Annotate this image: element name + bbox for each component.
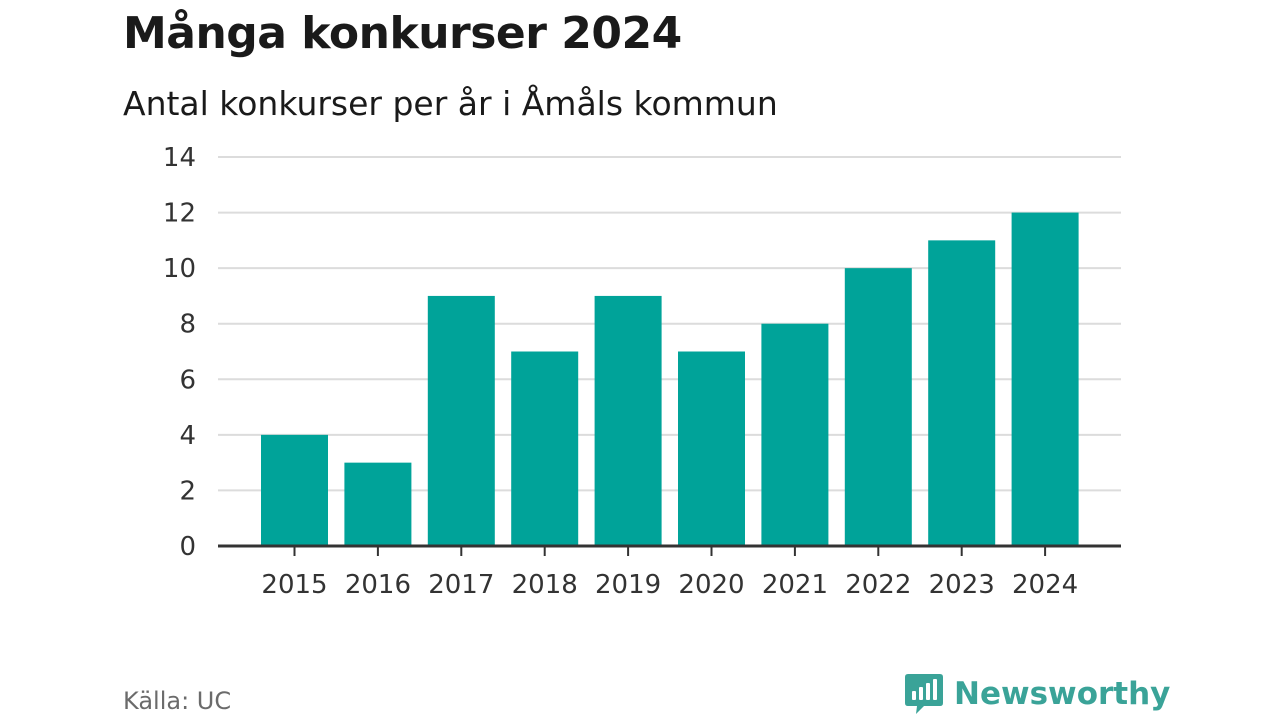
x-tick-label: 2019 <box>595 570 661 600</box>
x-tick-label: 2021 <box>762 570 828 600</box>
y-axis-ticks: 0 2 4 6 8 10 12 14 <box>163 143 196 562</box>
x-tick-label: 2023 <box>929 570 995 600</box>
bar <box>678 351 745 546</box>
x-tick-label: 2022 <box>845 570 911 600</box>
bar <box>511 351 579 546</box>
bar <box>427 295 495 546</box>
chart-title: Många konkurser 2024 <box>123 8 682 59</box>
newsworthy-chart-bubble-icon <box>905 674 943 714</box>
bar <box>844 268 912 546</box>
x-tick-label: 2018 <box>512 570 578 600</box>
y-tick-label: 4 <box>179 421 196 451</box>
brand-name: Newsworthy <box>954 676 1171 712</box>
bar <box>928 240 996 546</box>
y-tick-label: 2 <box>179 476 196 506</box>
y-tick-label: 12 <box>163 199 196 229</box>
brand-logo: Newsworthy <box>904 672 1170 716</box>
bar <box>761 323 829 546</box>
chart-subtitle: Antal konkurser per år i Åmåls kommun <box>123 84 778 123</box>
x-tick-label: 2015 <box>261 570 327 600</box>
bar <box>594 295 662 546</box>
y-tick-label: 14 <box>163 143 196 173</box>
y-tick-label: 0 <box>179 532 196 562</box>
bar-chart: 0 2 4 6 8 10 12 14 2015 2016 2017 2018 2019 2020 2021… <box>163 143 1121 600</box>
x-axis-ticks: 2015 2016 2017 2018 2019 2020 2021 2022 2023 2024 <box>261 546 1078 600</box>
x-tick-label: 2016 <box>345 570 411 600</box>
y-tick-label: 10 <box>163 254 196 284</box>
x-tick-label: 2020 <box>678 570 744 600</box>
x-tick-label: 2017 <box>428 570 494 600</box>
bar <box>1011 212 1079 547</box>
y-tick-label: 8 <box>179 310 196 340</box>
y-tick-label: 6 <box>179 365 196 395</box>
bar <box>344 462 412 546</box>
source-note: Källa: UC <box>123 687 232 715</box>
bar <box>261 434 328 546</box>
bars <box>261 212 1079 547</box>
x-tick-label: 2024 <box>1012 570 1078 600</box>
